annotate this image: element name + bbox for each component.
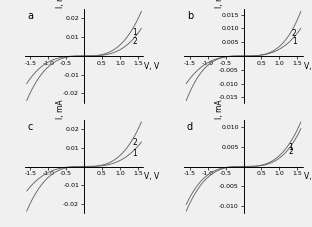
Text: d: d [187, 121, 193, 131]
Text: 2: 2 [292, 29, 297, 38]
Text: I, mA: I, mA [56, 99, 65, 119]
Text: I, mA: I, mA [215, 0, 224, 8]
Text: c: c [27, 121, 33, 131]
Text: V, V: V, V [144, 62, 159, 71]
Text: 1: 1 [288, 143, 293, 152]
Text: 2: 2 [132, 37, 137, 46]
Text: V, V: V, V [304, 172, 312, 181]
Text: I, mA: I, mA [56, 0, 65, 8]
Text: 1: 1 [132, 149, 137, 158]
Text: I, mA: I, mA [215, 99, 224, 119]
Text: 2: 2 [132, 138, 137, 147]
Text: a: a [27, 11, 33, 21]
Text: V, V: V, V [144, 172, 159, 181]
Text: 1: 1 [132, 27, 137, 37]
Text: 2: 2 [288, 147, 293, 156]
Text: b: b [187, 11, 193, 21]
Text: V, V: V, V [304, 62, 312, 71]
Text: 1: 1 [292, 37, 297, 46]
